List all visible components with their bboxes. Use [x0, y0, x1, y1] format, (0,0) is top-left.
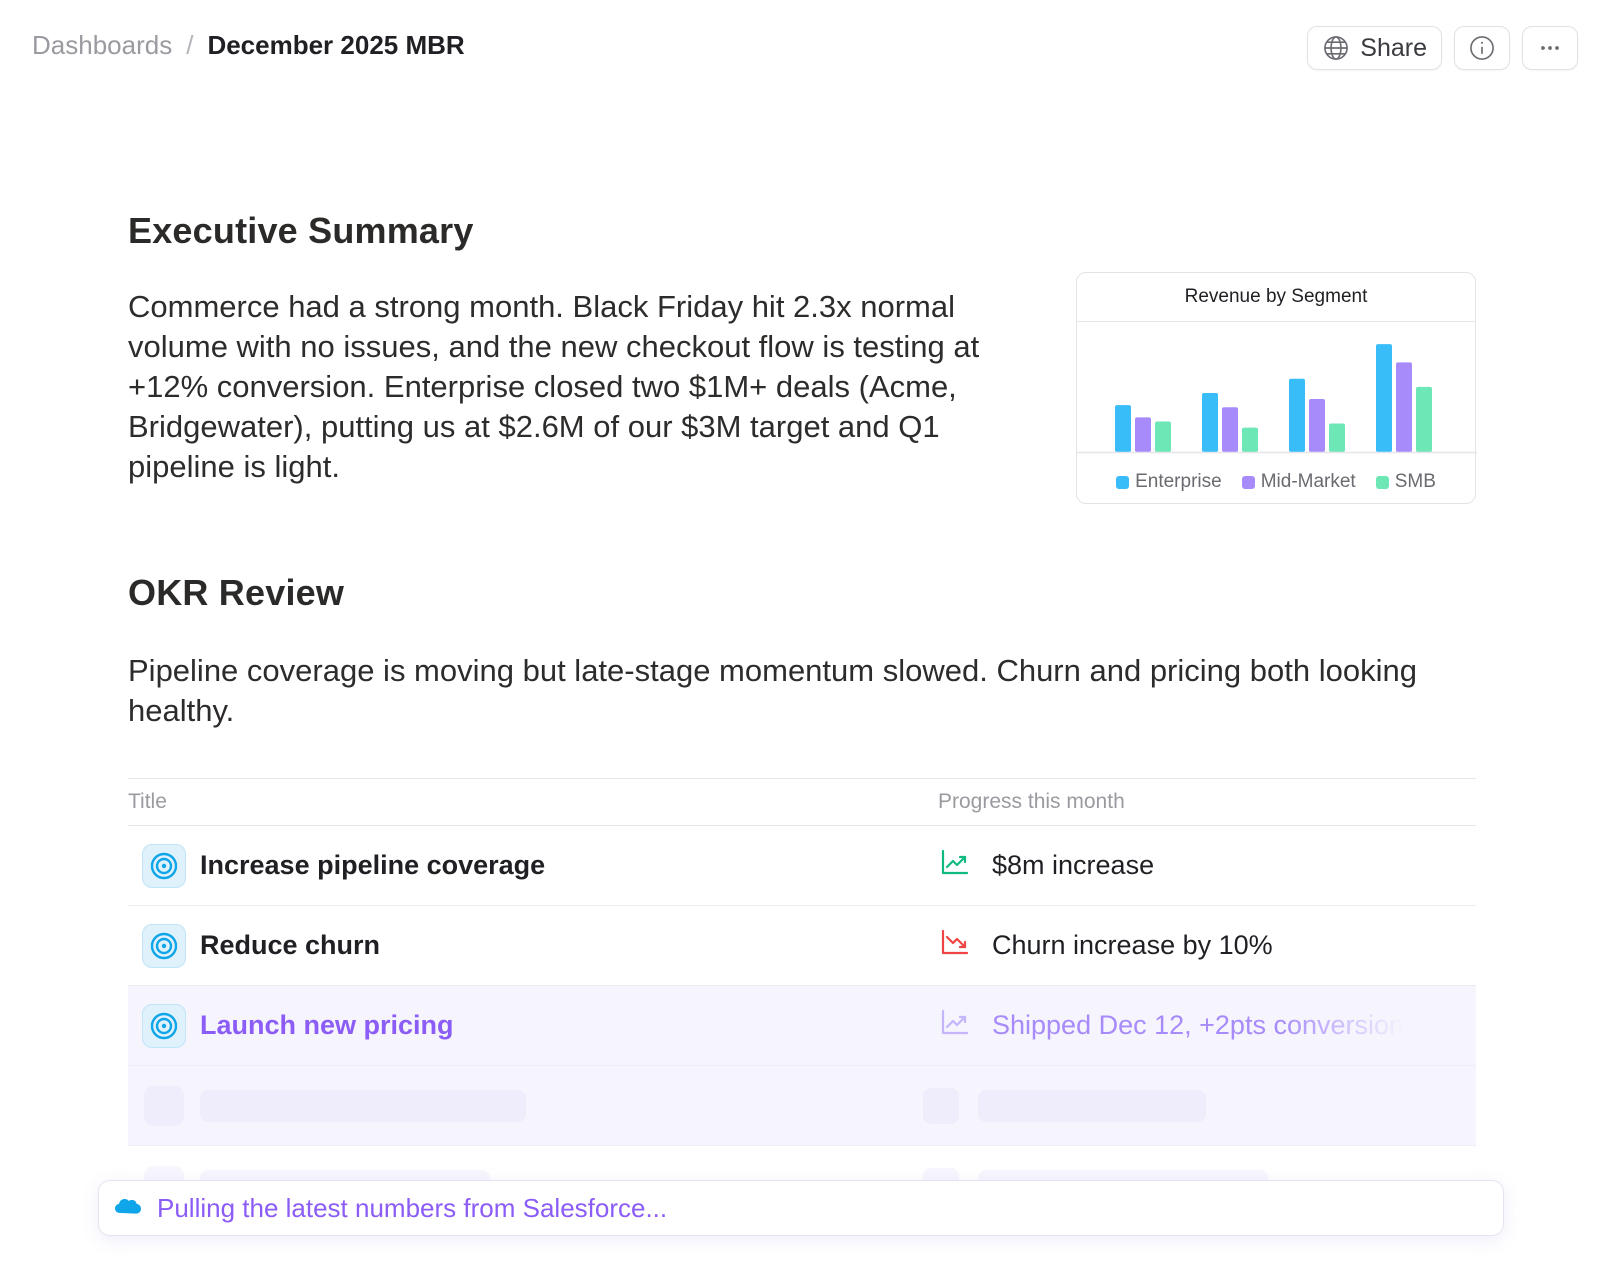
- breadcrumb: Dashboards / December 2025 MBR: [32, 30, 465, 61]
- share-button-label: Share: [1360, 33, 1427, 62]
- legend-swatch: [1375, 475, 1389, 489]
- bar-enterprise-1[interactable]: [1115, 405, 1131, 452]
- okr-progress-cell: Churn increase by 10%: [938, 927, 1476, 964]
- skeleton-bar: [200, 1089, 526, 1122]
- bar-mid-market-1[interactable]: [1135, 417, 1151, 452]
- sync-status-text: Pulling the latest numbers from Salesfor…: [157, 1192, 668, 1223]
- skeleton-row: [128, 1066, 1476, 1146]
- revenue-chart-card[interactable]: Revenue by Segment Enterprise Mid-Market S…: [1076, 272, 1477, 504]
- target-icon: [142, 923, 186, 968]
- globe-icon: [1322, 34, 1350, 62]
- bar-smb-1[interactable]: [1155, 421, 1171, 452]
- trend-down-icon: [940, 927, 970, 964]
- more-options-button[interactable]: [1522, 26, 1578, 70]
- legend-item-smb[interactable]: SMB: [1375, 471, 1436, 493]
- okr-title: Reduce churn: [200, 930, 381, 960]
- revenue-bar-chart: [1077, 344, 1477, 454]
- okr-progress-cell: $8m increase: [938, 847, 1476, 884]
- okr-review-text: Pipeline coverage is moving but late-sta…: [128, 653, 1417, 728]
- okr-review-heading: OKR Review: [128, 572, 345, 613]
- trend-up-icon: [940, 847, 970, 884]
- breadcrumb-dashboards-link[interactable]: Dashboards: [32, 30, 173, 60]
- top-actions: Share: [1307, 26, 1578, 70]
- skeleton-icon: [144, 1085, 184, 1126]
- info-icon: [1468, 34, 1496, 62]
- legend-item-mid-market[interactable]: Mid-Market: [1241, 471, 1356, 493]
- target-icon: [142, 1003, 186, 1048]
- column-header-progress[interactable]: Progress this month: [938, 790, 1125, 813]
- bar-enterprise-2[interactable]: [1202, 392, 1218, 452]
- legend-label: Enterprise: [1135, 471, 1222, 492]
- salesforce-logo: [113, 1193, 143, 1224]
- skeleton-icon: [923, 1087, 959, 1124]
- bar-smb-3[interactable]: [1329, 423, 1345, 452]
- legend-swatch: [1116, 475, 1130, 489]
- skeleton-bar: [978, 1089, 1206, 1122]
- info-button[interactable]: [1454, 26, 1510, 70]
- okr-progress-cell: Shipped Dec 12, +2pts conversion: [938, 1007, 1476, 1044]
- okr-progress-text: Shipped Dec 12, +2pts conversion: [992, 1010, 1405, 1040]
- chart-legend: Enterprise Mid-Market SMB: [1077, 471, 1475, 493]
- okr-table: Title Progress this month Increase pipel…: [128, 778, 1476, 1226]
- breadcrumb-separator: /: [186, 30, 194, 60]
- okr-title: Increase pipeline coverage: [200, 850, 546, 880]
- table-row-loading[interactable]: Launch new pricing Shipped Dec 12, +2pts…: [128, 986, 1476, 1066]
- legend-swatch: [1241, 475, 1255, 489]
- bar-mid-market-4[interactable]: [1396, 362, 1412, 452]
- bar-enterprise-4[interactable]: [1376, 344, 1392, 452]
- legend-label: SMB: [1394, 471, 1436, 492]
- sync-status-toast: Pulling the latest numbers from Salesfor…: [98, 1180, 1504, 1236]
- bar-enterprise-3[interactable]: [1289, 378, 1305, 452]
- okr-title-cell: Increase pipeline coverage: [128, 843, 938, 888]
- legend-label: Mid-Market: [1260, 471, 1356, 492]
- bar-mid-market-3[interactable]: [1309, 399, 1325, 452]
- target-icon: [142, 843, 186, 888]
- okr-title: Launch new pricing: [200, 1010, 454, 1040]
- okr-title-cell: Launch new pricing: [128, 1003, 938, 1048]
- table-header: Title Progress this month: [128, 778, 1476, 826]
- bar-smb-4[interactable]: [1416, 386, 1432, 452]
- okr-progress-text: Churn increase by 10%: [992, 930, 1273, 960]
- column-header-title[interactable]: Title: [128, 790, 167, 813]
- executive-summary-text: Commerce had a strong month. Black Frida…: [128, 289, 980, 484]
- table-row[interactable]: Reduce churn Churn increase by 10%: [128, 906, 1476, 986]
- legend-item-enterprise[interactable]: Enterprise: [1116, 471, 1222, 493]
- more-horizontal-icon: [1536, 34, 1564, 62]
- bar-smb-2[interactable]: [1242, 427, 1258, 452]
- trend-up-icon: [940, 1007, 970, 1044]
- chart-title: Revenue by Segment: [1077, 273, 1475, 322]
- okr-title-cell: Reduce churn: [128, 923, 938, 968]
- share-button[interactable]: Share: [1307, 26, 1442, 70]
- page-title: December 2025 MBR: [207, 30, 465, 60]
- bar-mid-market-2[interactable]: [1222, 407, 1238, 452]
- executive-summary-heading: Executive Summary: [128, 210, 474, 251]
- table-row[interactable]: Increase pipeline coverage $8m increase: [128, 826, 1476, 906]
- okr-progress-text: $8m increase: [992, 850, 1155, 880]
